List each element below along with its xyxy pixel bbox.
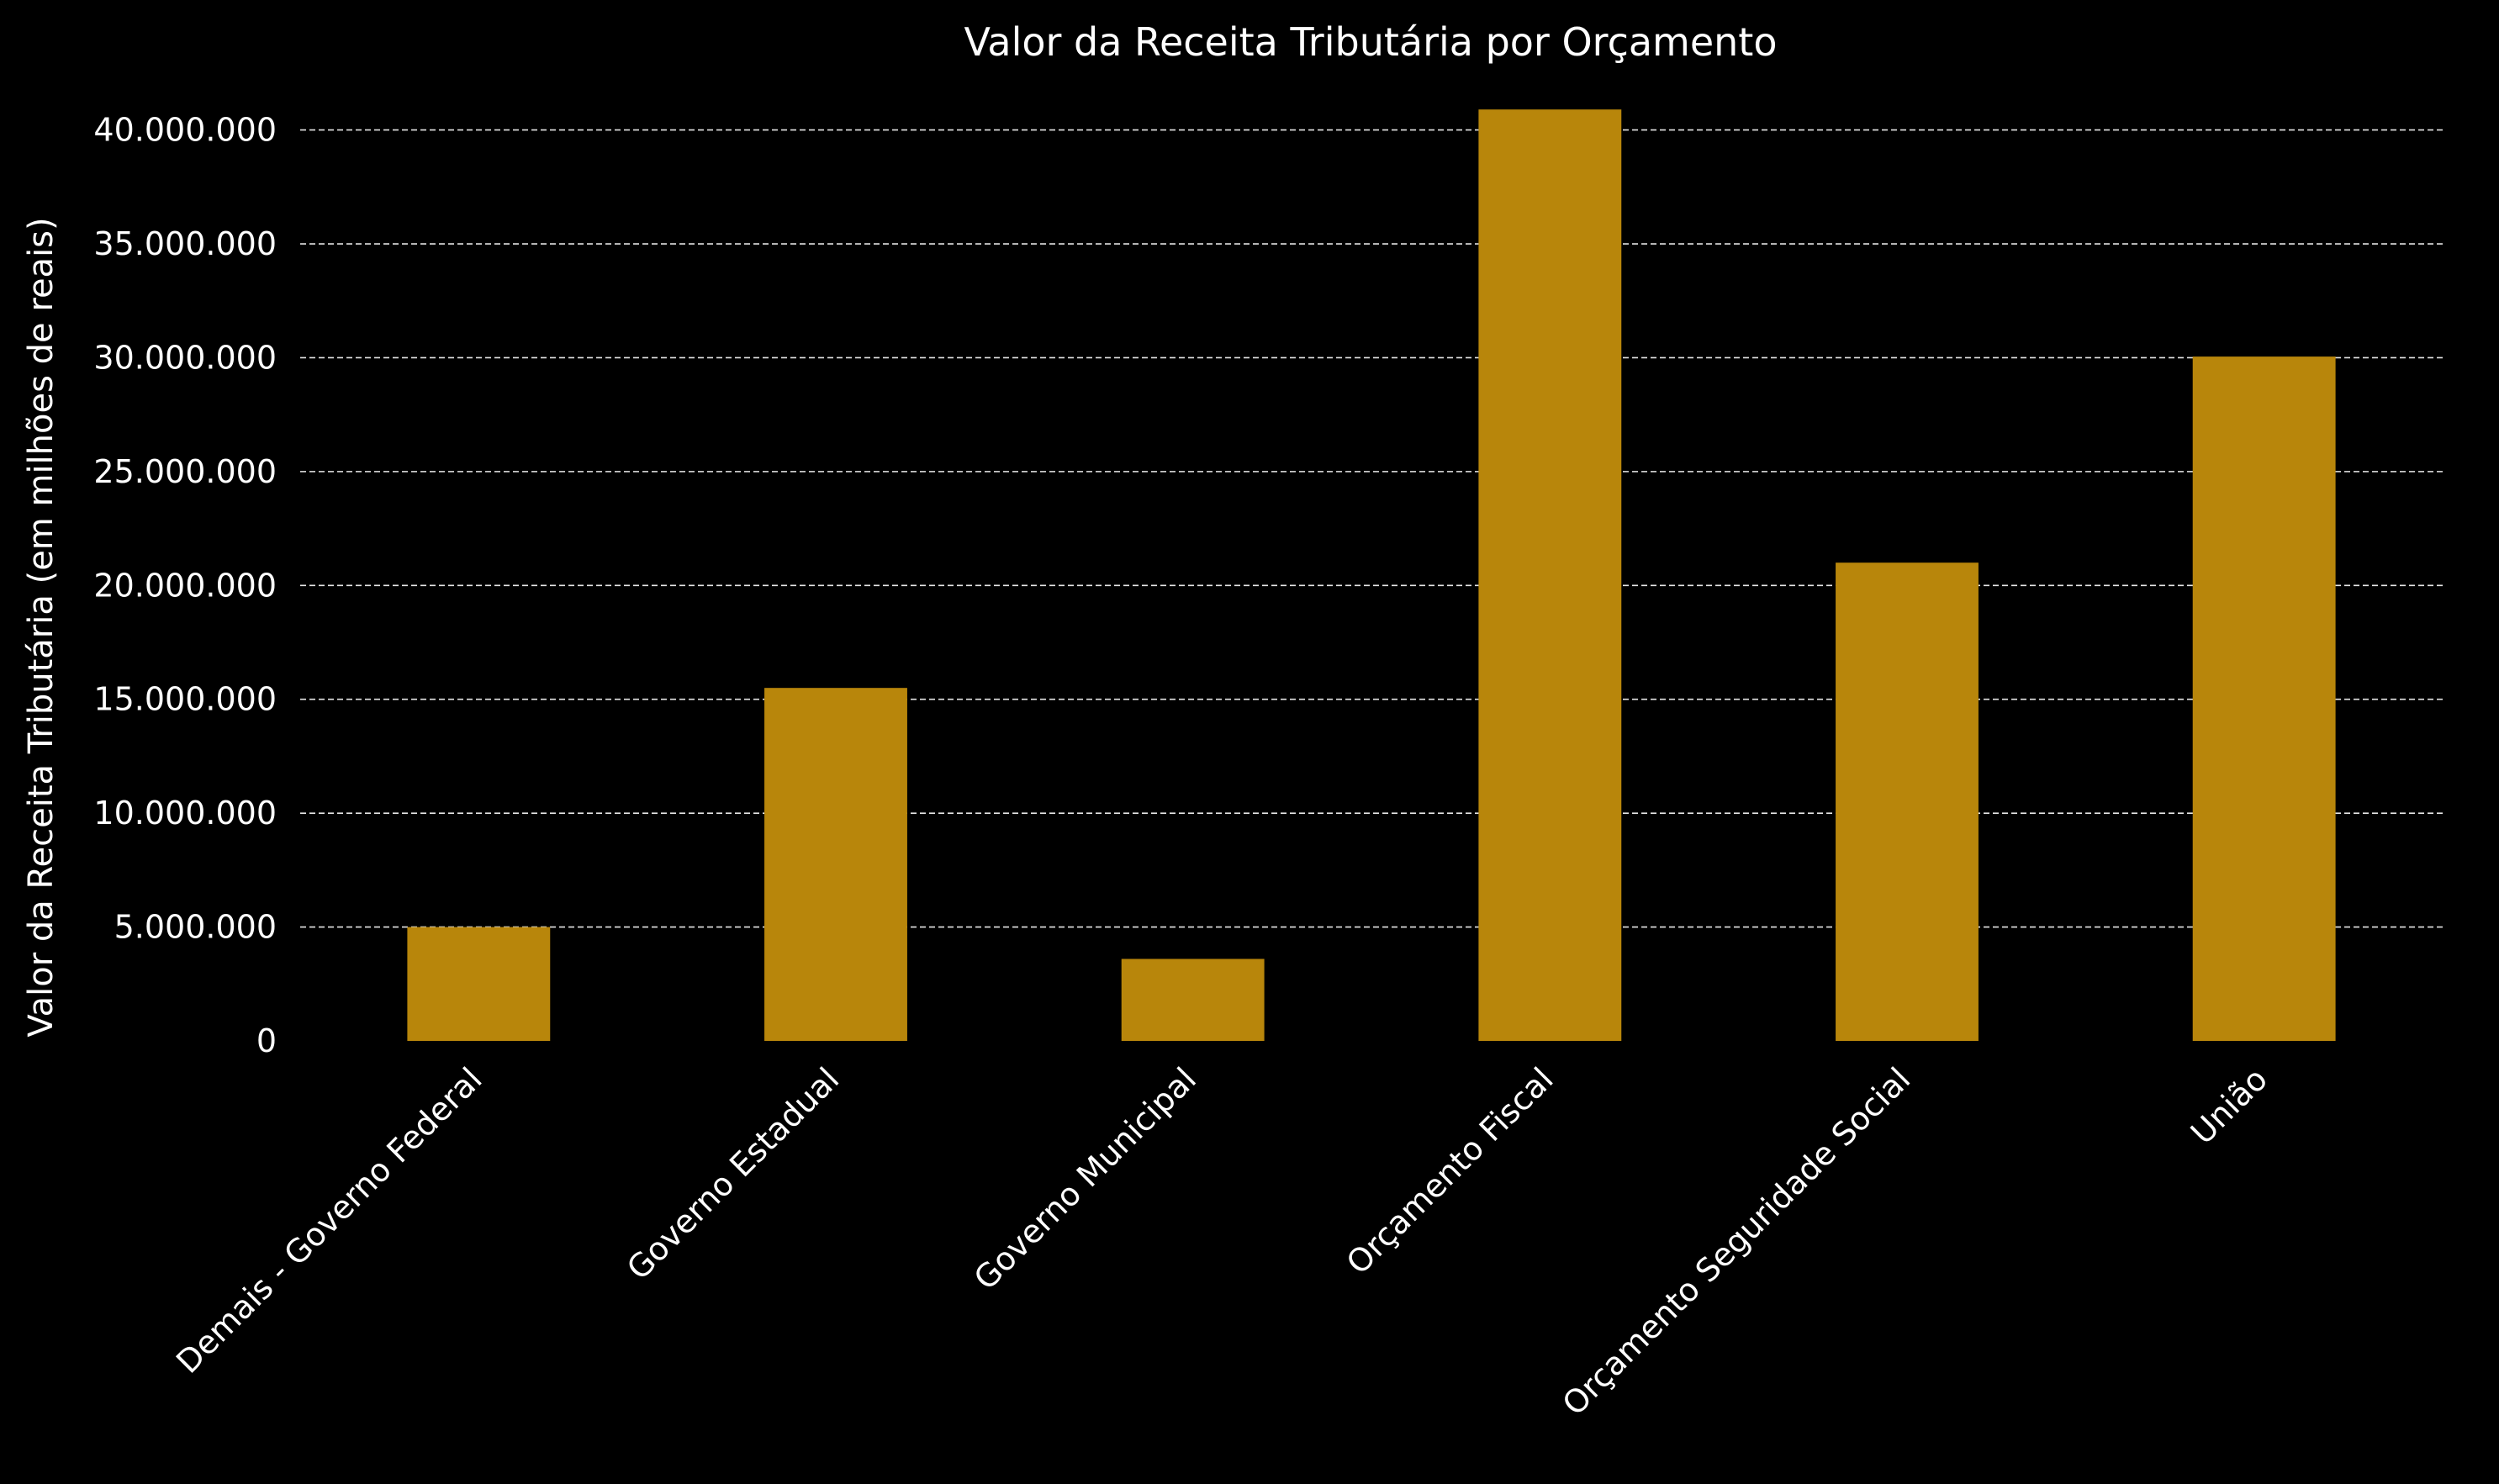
bar (1478, 109, 1622, 1041)
y-axis-label: Valor da Receita Tributária (em milhões … (22, 217, 61, 1037)
y-tick-label: 0 (256, 1022, 277, 1059)
y-tick-label: 20.000.000 (93, 567, 277, 604)
bar (764, 688, 907, 1041)
y-tick-label: 35.000.000 (93, 225, 277, 262)
y-tick-label: 25.000.000 (93, 453, 277, 490)
bar (2192, 356, 2336, 1041)
bars (407, 109, 2336, 1041)
bar (1836, 562, 1979, 1041)
grid-lines (300, 129, 2443, 928)
y-tick-label: 40.000.000 (93, 112, 277, 149)
bar (1121, 959, 1265, 1041)
y-tick-label: 15.000.000 (93, 681, 277, 718)
y-tick-label: 10.000.000 (93, 795, 277, 832)
y-axis-ticks: 0 5.000.000 10.000.000 15.000.000 20.000.000… (93, 112, 277, 1059)
bar (407, 927, 551, 1041)
chart-title: Valor da Receita Tributária por Orçament… (964, 19, 1778, 65)
y-tick-label: 30.000.000 (93, 339, 277, 376)
y-tick-label: 5.000.000 (114, 909, 277, 946)
